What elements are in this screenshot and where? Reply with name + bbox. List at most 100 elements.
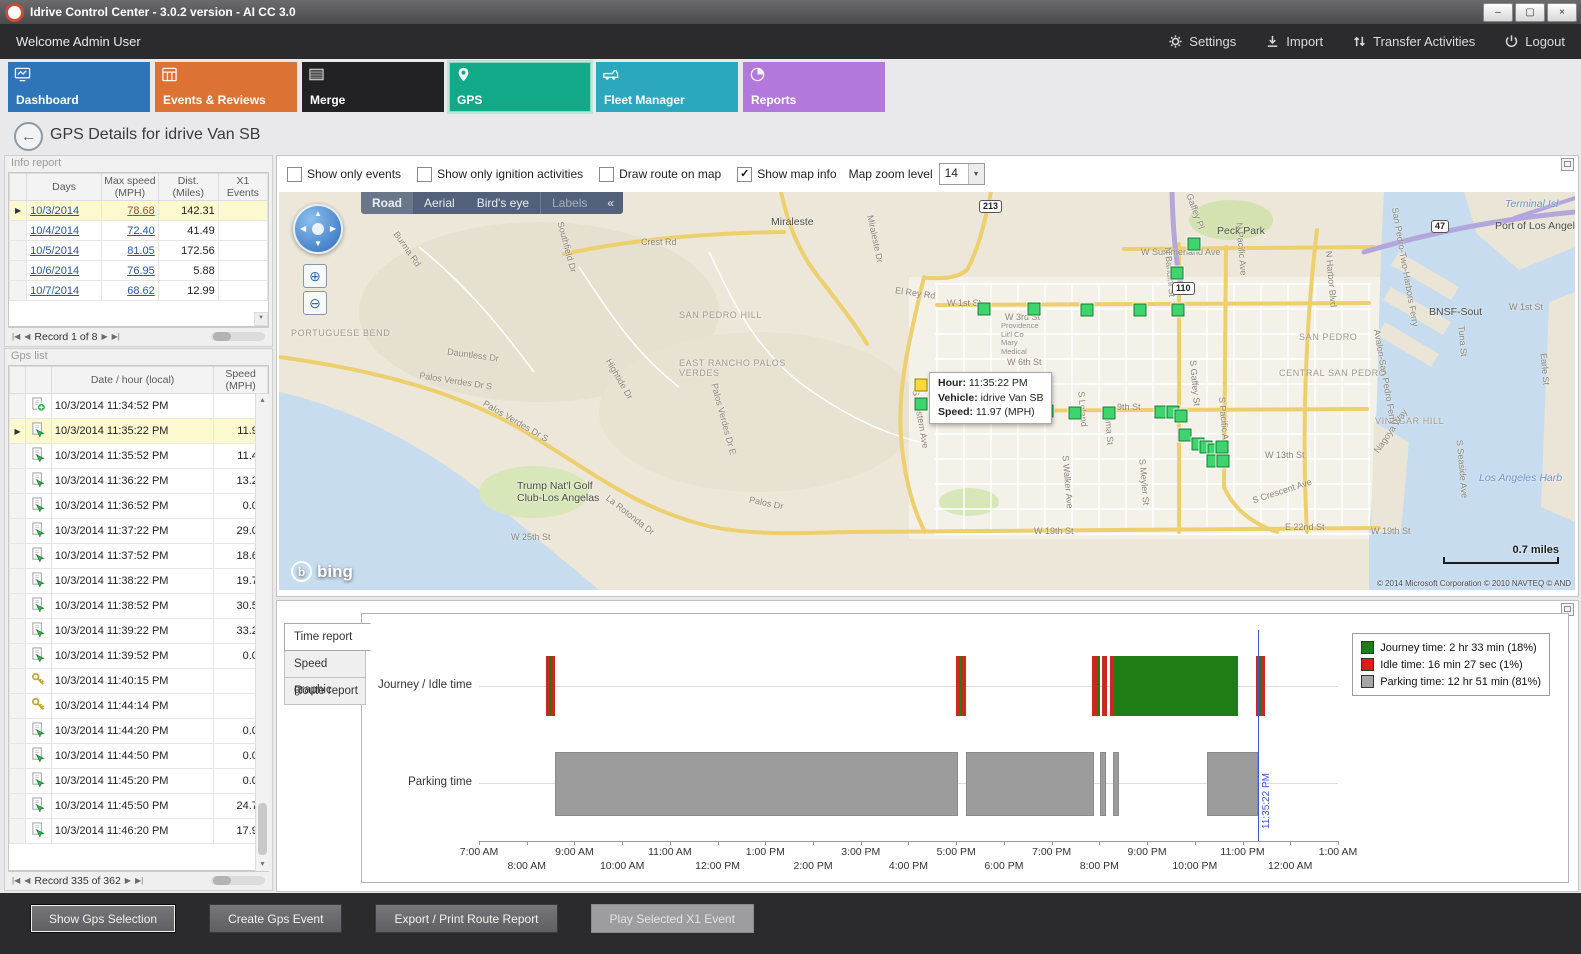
back-button[interactable]: ← [14,122,43,151]
gps-list-row[interactable]: 10/3/2014 11:40:15 PM [9,668,268,694]
gps-marker[interactable] [1174,409,1188,423]
gps-marker[interactable] [1171,303,1185,317]
gps-list-row[interactable]: 10/3/2014 11:35:52 PM 11.47 [9,443,268,469]
info-nav-last-button[interactable]: ▶| [111,332,120,341]
map-style-tab-labels[interactable]: Labels [540,192,598,214]
gps-list-row[interactable]: 10/3/2014 11:44:50 PM 0.00 [9,743,268,769]
transfer-activities-button[interactable]: Transfer Activities [1351,34,1475,50]
gps-list-row[interactable]: 10/3/2014 11:44:14 PM [9,693,268,719]
gps-marker[interactable] [1102,406,1116,420]
map-zoom-out-button[interactable]: ⊖ [303,291,327,315]
gps-list-row[interactable]: 10/3/2014 11:45:50 PM 24.75 [9,793,268,819]
nav-tile-events-reviews[interactable]: Events & Reviews [155,62,297,112]
info-nav-first-button[interactable]: |◀ [12,332,21,341]
gps-list-row[interactable]: 10/3/2014 11:44:20 PM 0.00 [9,718,268,744]
chart-tab-speed-graphic[interactable]: Speed graphic [284,650,366,696]
day-link[interactable]: 10/3/2014 [30,204,80,217]
map-zoom-in-button[interactable]: ⊕ [303,264,327,288]
info-report-row[interactable]: 10/4/2014 72.40 41.49 [9,220,268,241]
gps-marker[interactable] [1215,440,1229,454]
gps-nav-last-button[interactable]: ▶| [134,876,144,885]
gps-list-row[interactable]: 10/3/2014 11:36:22 PM 13.28 [9,468,268,494]
info-column-header[interactable]: X1 Events [217,173,268,201]
map-panel-collapse-button[interactable] [1561,158,1574,171]
show-gps-selection-button[interactable]: Show Gps Selection [30,904,177,933]
chart-tab-route-report[interactable]: Route report [284,677,366,705]
checkbox-draw-route-on-map[interactable]: Draw route on map [599,166,721,182]
gps-marker[interactable] [977,302,991,316]
gps-marker[interactable] [1080,303,1094,317]
nav-tile-dashboard[interactable]: Dashboard [8,62,150,112]
nav-tile-fleet-manager[interactable]: Fleet Manager [596,62,738,112]
info-report-row[interactable]: 10/7/2014 68.62 12.99 [9,280,268,301]
gps-list-row[interactable]: 10/3/2014 11:46:20 PM 17.93 [9,818,268,844]
gps-marker[interactable] [1068,406,1082,420]
gps-column-header[interactable]: Speed (MPH) [213,366,268,394]
max-speed-link[interactable]: 78.68 [127,204,155,217]
create-gps-event-button[interactable]: Create Gps Event [209,904,343,933]
gps-marker[interactable] [1027,302,1041,316]
close-button[interactable]: × [1547,3,1577,22]
map-compass-control[interactable]: ▲ ▼ ◀ ▶ [293,204,343,254]
import-button[interactable]: Import [1264,34,1323,50]
maximize-button[interactable]: ▢ [1515,3,1545,22]
info-column-header[interactable]: Max speed (MPH) [101,173,159,201]
info-report-row[interactable]: 10/6/2014 76.95 5.88 [9,260,268,281]
gps-nav-first-button[interactable]: |◀ [12,876,21,885]
minimize-button[interactable]: – [1483,3,1513,22]
gps-marker[interactable] [914,397,928,411]
gps-list-row[interactable]: 10/3/2014 11:36:52 PM 0.00 [9,493,268,519]
gps-list-row[interactable]: 10/3/2014 11:39:52 PM 0.00 [9,643,268,669]
gps-list-row[interactable]: 10/3/2014 11:39:22 PM 33.21 [9,618,268,644]
info-nav-prev-button[interactable]: ◀ [24,332,31,341]
logout-button[interactable]: Logout [1503,34,1565,50]
gps-marker[interactable] [1170,266,1184,280]
checkbox-show-only-events[interactable]: Show only events [287,166,401,182]
gps-column-header[interactable]: Date / hour (local) [50,366,215,394]
selected-gps-marker[interactable] [914,378,928,392]
info-report-row[interactable]: 10/5/2014 81.05 172.56 [9,240,268,261]
info-nav-scrollbar[interactable] [211,332,265,341]
map-canvas[interactable]: Road Aerial Bird's eye Labels « ▲ ▼ ◀ ▶ ⊕ ⊖ Mir… [279,192,1575,590]
gps-marker[interactable] [1216,454,1230,468]
gps-list-row[interactable]: 10/3/2014 11:37:52 PM 18.63 [9,543,268,569]
scroll-down-button[interactable]: ▼ [254,312,268,326]
gps-list-row[interactable]: ▶ 10/3/2014 11:35:22 PM 11.97 [9,418,268,444]
map-style-tab-aerial[interactable]: Aerial [424,196,455,210]
gps-list-row[interactable]: 10/3/2014 11:34:52 PM [9,393,268,419]
map-style-tab-road[interactable]: Road [361,192,413,214]
info-column-header[interactable]: Dist. (Miles) [157,173,219,201]
max-speed-link[interactable]: 76.95 [127,264,155,277]
max-speed-link[interactable]: 72.40 [127,224,155,237]
settings-button[interactable]: Settings [1167,34,1236,50]
day-link[interactable]: 10/4/2014 [30,224,80,237]
info-nav-next-button[interactable]: ▶ [101,332,108,341]
nav-tile-gps[interactable]: GPS [449,62,591,112]
nav-tile-merge[interactable]: Merge [302,62,444,112]
day-link[interactable]: 10/5/2014 [30,244,80,257]
time-cursor-line[interactable] [1258,630,1260,841]
gps-marker[interactable] [1187,237,1201,251]
export-print-route-report-button[interactable]: Export / Print Route Report [375,904,558,933]
map-bar-collapse-button[interactable]: « [607,196,615,210]
map-zoom-level-select[interactable]: 14 ▼ [938,163,985,185]
gps-nav-next-button[interactable]: ▶ [124,876,131,885]
gps-list-scrollbar[interactable]: ▲ ▼ [255,394,269,871]
max-speed-link[interactable]: 81.05 [127,244,155,257]
info-report-row[interactable]: ▶ 10/3/2014 78.68 142.31 [9,200,268,221]
gps-list-row[interactable]: 10/3/2014 11:45:20 PM 0.00 [9,768,268,794]
gps-marker[interactable] [1133,303,1147,317]
day-link[interactable]: 10/6/2014 [30,264,80,277]
nav-tile-reports[interactable]: Reports [743,62,885,112]
checkbox-show-map-info[interactable]: ✓ Show map info [737,166,837,182]
gps-list-row[interactable]: 10/3/2014 11:38:52 PM 30.55 [9,593,268,619]
info-column-header[interactable]: Days [26,173,103,201]
gps-list-row[interactable]: 10/3/2014 11:38:22 PM 19.70 [9,568,268,594]
gps-marker[interactable] [1178,428,1192,442]
gps-list-row[interactable]: 10/3/2014 11:37:22 PM 29.05 [9,518,268,544]
gps-nav-prev-button[interactable]: ◀ [24,876,31,885]
gps-nav-scrollbar[interactable] [211,876,265,885]
max-speed-link[interactable]: 68.62 [127,284,155,297]
checkbox-show-only-ignition-activities[interactable]: Show only ignition activities [417,166,583,182]
map-style-tab-bird-s-eye[interactable]: Bird's eye [476,196,529,210]
